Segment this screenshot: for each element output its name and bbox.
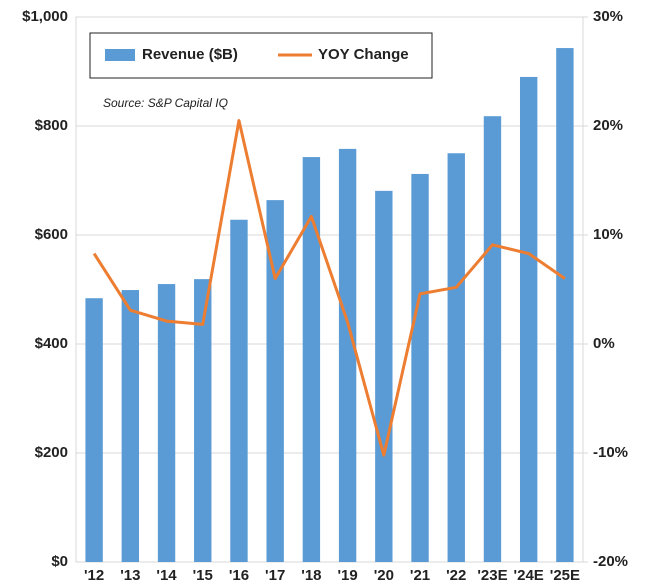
x-tick-label: '14: [156, 567, 177, 584]
bar: [519, 76, 538, 562]
x-tick-label: '23E: [477, 567, 507, 584]
bar: [85, 298, 103, 562]
y2-tick-label: 10%: [593, 226, 623, 243]
x-tick-label: '17: [265, 567, 285, 584]
bar: [483, 116, 502, 562]
y2-tick-label: -10%: [593, 444, 628, 461]
x-tick-label: '15: [193, 567, 213, 584]
x-tick-label: '19: [337, 567, 357, 584]
x-tick-label: '24E: [514, 567, 544, 584]
x-tick-label: '18: [301, 567, 321, 584]
source-note: Source: S&P Capital IQ: [103, 96, 228, 110]
bar: [447, 153, 465, 562]
x-tick-label: '21: [410, 567, 430, 584]
x-tick-label: '13: [120, 567, 140, 584]
bar: [375, 190, 393, 563]
bar: [266, 200, 284, 562]
bar: [338, 148, 357, 562]
bar: [230, 219, 248, 563]
bar: [302, 157, 321, 562]
y2-tick-label: -20%: [593, 553, 628, 570]
x-tick-label: '25E: [550, 567, 580, 584]
legend-swatch: [105, 49, 135, 61]
y-tick-label: $800: [35, 117, 68, 134]
bar: [556, 48, 574, 562]
legend-box: [89, 32, 433, 79]
legend-label: YOY Change: [318, 46, 409, 63]
y2-tick-label: 20%: [593, 117, 623, 134]
line: [92, 119, 566, 457]
bar: [121, 290, 140, 562]
y-tick-label: $0: [51, 553, 68, 570]
legend-label: Revenue ($B): [142, 46, 238, 63]
y2-tick-label: 0%: [593, 335, 615, 352]
x-tick-label: '20: [374, 567, 394, 584]
bar: [411, 173, 429, 562]
y-tick-label: $400: [35, 335, 68, 352]
bar: [157, 284, 176, 562]
y-tick-label: $200: [35, 444, 68, 461]
x-tick-label: '12: [84, 567, 104, 584]
bar: [194, 279, 212, 562]
y-tick-label: $600: [35, 226, 68, 243]
x-tick-label: '16: [229, 567, 249, 584]
x-tick-label: '22: [446, 567, 466, 584]
y-tick-label: $1,000: [22, 8, 68, 25]
y2-tick-label: 30%: [593, 8, 623, 25]
